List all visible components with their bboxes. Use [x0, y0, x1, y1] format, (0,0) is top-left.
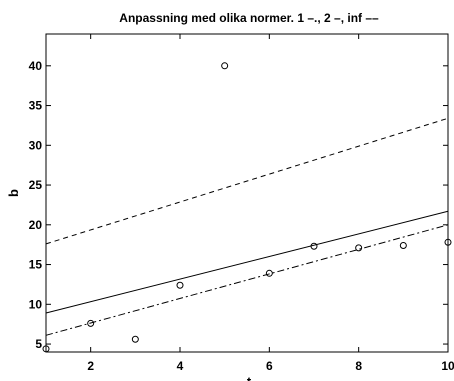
data-point [355, 244, 363, 252]
series-layer [45, 117, 449, 336]
points-layer [42, 62, 452, 353]
fit-line-solid [45, 210, 449, 314]
data-point [131, 335, 139, 343]
data-point [87, 319, 95, 327]
y-tick-label: 15 [29, 258, 43, 272]
y-axis-label: b [6, 189, 21, 197]
fit-line-dashed [45, 117, 449, 245]
x-tick-label: 6 [266, 359, 273, 373]
fit-line-dashdot [45, 224, 449, 336]
x-axis-label: t [247, 374, 252, 381]
y-tick-label: 35 [29, 99, 43, 113]
y-tick-label: 5 [35, 337, 42, 351]
data-point [444, 238, 452, 246]
data-point [176, 281, 184, 289]
data-point [42, 345, 50, 353]
data-point [310, 242, 318, 250]
ticks-layer: 2 4 6 8 10 5 10 15 20 25 30 35 40 [29, 34, 454, 373]
data-point [265, 269, 273, 277]
x-tick-label: 4 [177, 359, 184, 373]
y-tick-label: 25 [29, 178, 43, 192]
data-point [399, 241, 407, 249]
y-tick-label: 40 [29, 59, 43, 73]
x-tick-label: 8 [355, 359, 362, 373]
y-tick-label: 30 [29, 138, 43, 152]
x-tick-label: 10 [441, 359, 454, 373]
x-tick-label: 2 [87, 359, 94, 373]
plot-area-frame [45, 33, 449, 353]
data-point [221, 62, 229, 70]
chart-title: Anpassning med olika normer. 1 –., 2 –, … [119, 11, 379, 25]
y-tick-label: 20 [29, 218, 43, 232]
y-tick-label: 10 [29, 297, 43, 311]
